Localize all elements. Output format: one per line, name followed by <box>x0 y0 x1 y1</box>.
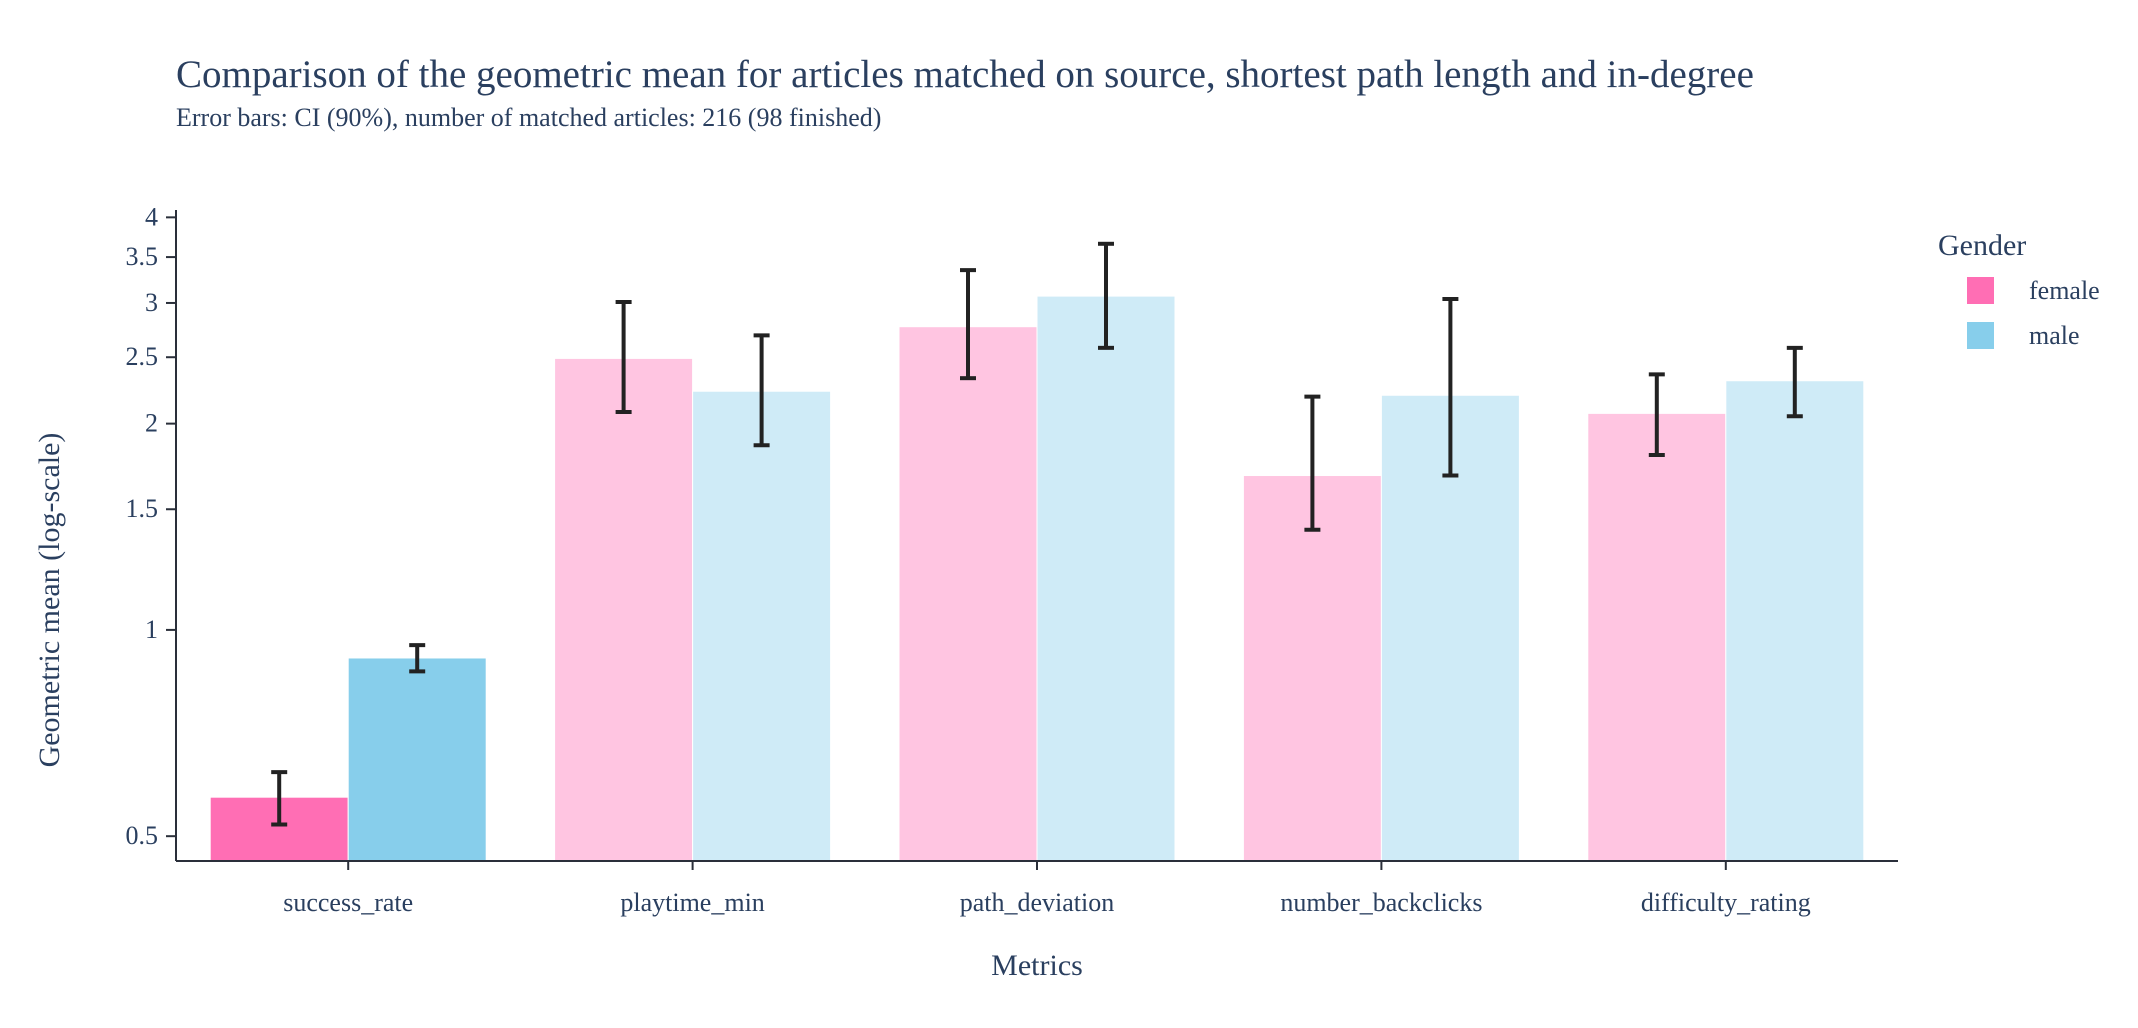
bar-male-path_deviation <box>1036 295 1176 862</box>
error-bar-female-playtime_min <box>615 299 632 414</box>
x-tick-label: path_deviation <box>960 888 1115 917</box>
bar-male-playtime_min <box>692 390 832 862</box>
legend-label-female: female <box>2029 276 2100 305</box>
y-tick-label: 1.5 <box>126 494 159 523</box>
error-bars-layer <box>271 241 1803 827</box>
error-bar-male-number_backclicks <box>1442 297 1459 478</box>
y-tick-label: 0.5 <box>126 821 159 850</box>
y-tick-label: 3.5 <box>126 242 159 271</box>
bar-female-playtime_min <box>554 357 694 862</box>
chart-subtitle: Error bars: CI (90%), number of matched … <box>176 103 882 132</box>
y-tick-label: 2 <box>145 409 158 438</box>
bar-female-difficulty_rating <box>1587 412 1727 862</box>
x-axis-title: Metrics <box>991 949 1083 982</box>
chart-title: Comparison of the geometric mean for art… <box>176 53 1754 96</box>
legend-swatch-female <box>1967 277 1994 304</box>
error-bar-male-difficulty_rating <box>1786 345 1803 419</box>
axes-layer: success_rate playtime_min path_deviation nu… <box>126 202 1898 917</box>
x-tick-label: number_backclicks <box>1280 888 1482 917</box>
error-bar-male-path_deviation <box>1098 241 1114 350</box>
error-bar-male-success_rate <box>409 643 426 674</box>
y-axis-title: Geometric mean (log-scale) <box>33 433 66 768</box>
bar-female-number_backclicks <box>1242 475 1382 862</box>
bar-male-success_rate <box>347 657 487 862</box>
bars-layer <box>209 295 1865 862</box>
legend: Gender female male <box>1938 229 2100 350</box>
error-bar-male-playtime_min <box>753 333 770 448</box>
error-bar-female-number_backclicks <box>1304 394 1321 532</box>
x-tick-label: success_rate <box>283 888 413 917</box>
error-bar-female-success_rate <box>271 770 288 827</box>
bar-female-path_deviation <box>898 326 1038 862</box>
legend-swatch-male <box>1967 322 1994 349</box>
x-tick-label: playtime_min <box>620 888 764 917</box>
bar-male-difficulty_rating <box>1725 380 1865 862</box>
y-tick-label: 4 <box>145 202 158 231</box>
legend-title: Gender <box>1938 229 2026 262</box>
y-tick-label: 3 <box>145 288 158 317</box>
y-tick-label: 1 <box>145 615 158 644</box>
error-bar-female-path_deviation <box>960 268 976 381</box>
error-bar-female-difficulty_rating <box>1648 372 1665 457</box>
x-tick-label: difficulty_rating <box>1641 888 1811 917</box>
legend-label-male: male <box>2029 321 2080 350</box>
y-tick-label: 2.5 <box>126 342 159 371</box>
